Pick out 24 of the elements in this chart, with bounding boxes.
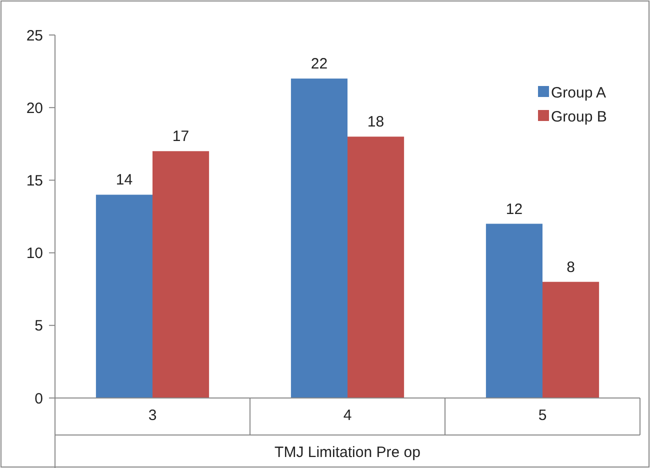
bar: [152, 151, 210, 398]
bar: [290, 78, 348, 398]
bar: [542, 282, 600, 398]
data-label: 14: [116, 172, 133, 189]
x-tick-label: 5: [538, 407, 547, 424]
x-tick-label: 4: [343, 407, 352, 424]
x-tick-label: 3: [148, 407, 157, 424]
legend-label: Group A: [551, 84, 606, 102]
bar: [96, 194, 152, 398]
y-tick-label: 25: [26, 27, 43, 44]
data-label: 8: [566, 258, 575, 276]
y-tick-label: 5: [34, 318, 43, 335]
data-label: 18: [367, 114, 384, 131]
data-label: 12: [506, 200, 523, 218]
y-tick-label: 15: [26, 172, 43, 190]
data-label: 17: [172, 128, 190, 146]
y-tick-label: 10: [26, 245, 43, 262]
bar: [486, 224, 542, 398]
bar: [348, 136, 404, 398]
y-tick-label: 20: [26, 100, 43, 117]
x-axis-title: TMJ Limitation Pre op: [274, 444, 420, 461]
y-tick-label: 0: [34, 390, 43, 408]
legend-label: Group B: [551, 108, 607, 126]
data-label: 22: [310, 56, 328, 73]
